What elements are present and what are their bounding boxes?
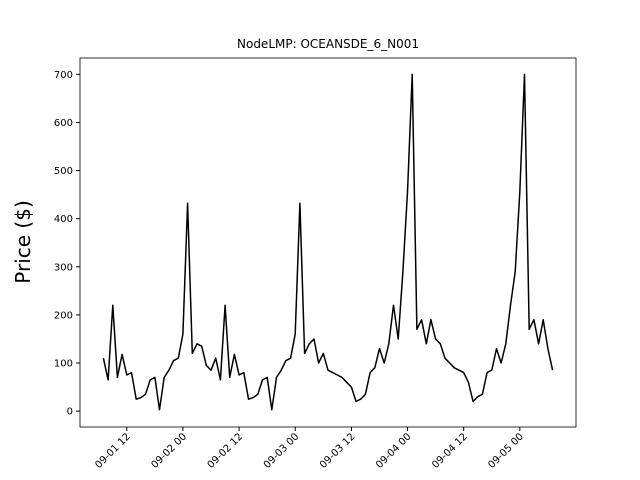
plot-frame xyxy=(79,57,577,428)
x-tick-label: 09-05 00 xyxy=(486,431,526,471)
x-tick-label: 09-04 00 xyxy=(374,431,414,471)
y-tick-label: 400 xyxy=(54,214,73,225)
y-tick-label: 700 xyxy=(54,70,73,81)
y-tick-label: 300 xyxy=(54,262,73,273)
price-line xyxy=(102,73,554,411)
x-tick-label: 09-02 00 xyxy=(149,431,189,471)
y-tick-label: 200 xyxy=(54,310,73,321)
y-axis-label: Price ($) xyxy=(11,200,35,283)
x-tick-label: 09-03 12 xyxy=(318,431,358,471)
y-tick-label: 0 xyxy=(67,407,73,418)
x-tick-label: 09-04 12 xyxy=(430,431,470,471)
x-tick-label: 09-03 00 xyxy=(262,431,302,471)
y-tick-label: 600 xyxy=(54,118,73,129)
y-tick-label: 100 xyxy=(54,359,73,370)
chart-title: NodeLMP: OCEANSDE_6_N001 xyxy=(237,37,419,51)
x-tick-label: 09-02 12 xyxy=(206,431,246,471)
y-tick-label: 500 xyxy=(54,166,73,177)
x-tick-label: 09-01 12 xyxy=(93,431,133,471)
